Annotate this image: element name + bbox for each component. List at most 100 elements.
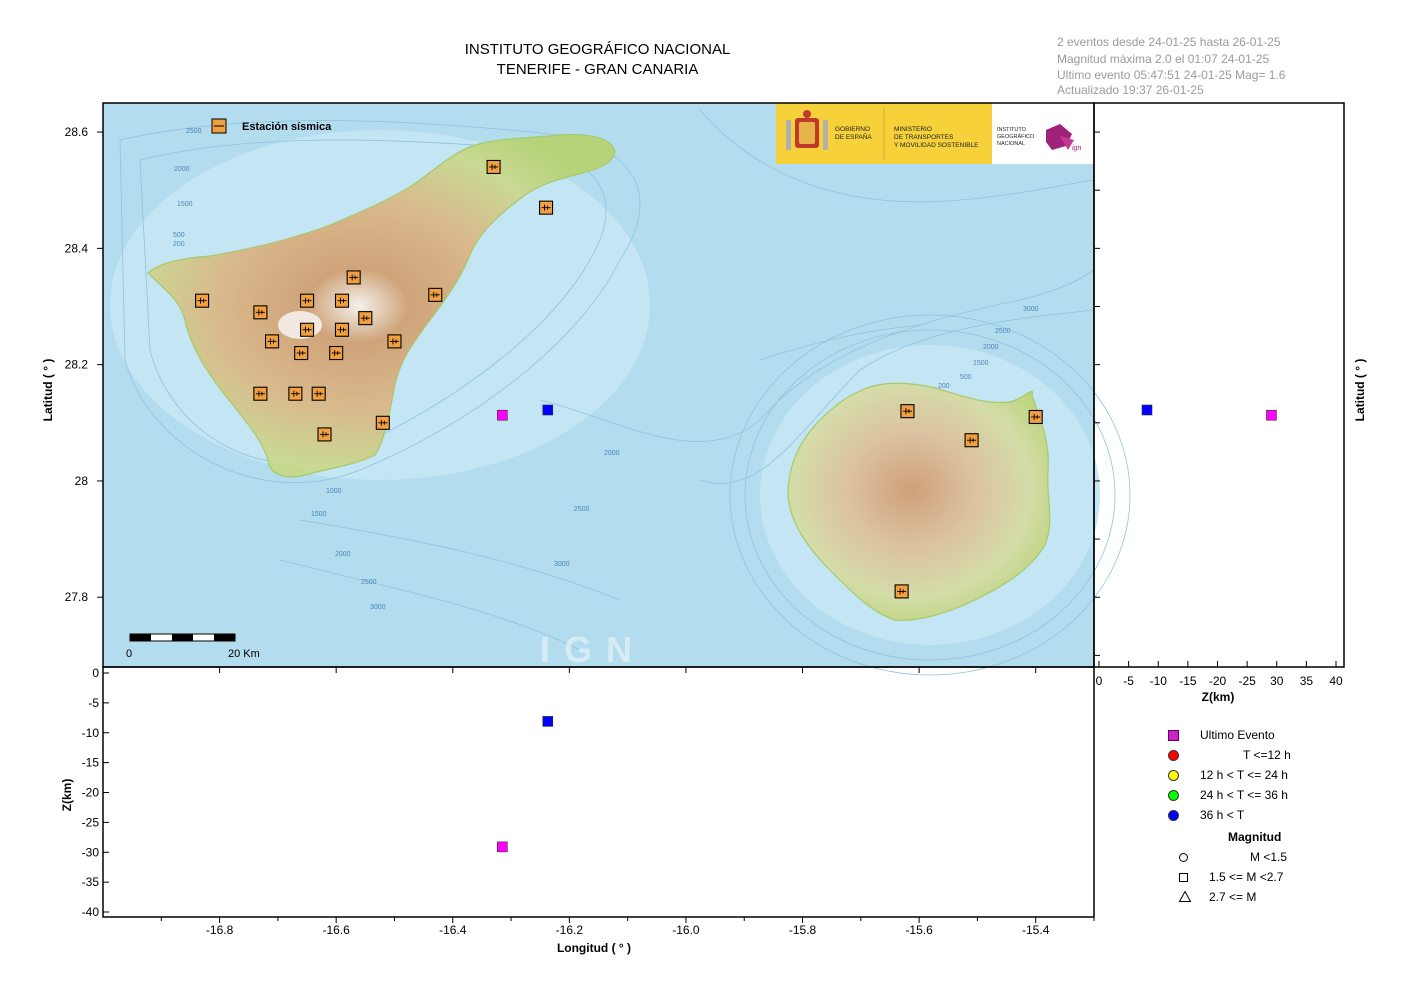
station-icon: [428, 287, 443, 302]
lat-tick-label: 28: [75, 474, 89, 488]
circle-icon: [1168, 770, 1179, 781]
magnitude-title: Magnitud: [1228, 830, 1282, 844]
svg-text:DE ESPAÑA: DE ESPAÑA: [835, 132, 872, 141]
lon-tick-label: -16.4: [439, 923, 467, 937]
svg-text:2500: 2500: [186, 128, 202, 135]
station-icon: [900, 404, 915, 419]
lat-tick-label: 28.2: [65, 358, 89, 372]
svg-text:1000: 1000: [326, 488, 342, 495]
lon-tick-label: -16.6: [322, 923, 350, 937]
station-icon: [265, 334, 280, 349]
triangle-outline-icon: [1178, 890, 1192, 902]
svg-text:500: 500: [960, 374, 972, 381]
event-marker-map: [542, 404, 554, 416]
events-layer: [497, 404, 1277, 853]
z-tick-label: -15: [82, 756, 100, 770]
station-icon: [299, 293, 315, 308]
station-icon: [375, 415, 390, 430]
z-tick-label: -25: [1238, 674, 1256, 688]
lon-tick-label: -15.8: [789, 923, 817, 937]
svg-text:MINISTERIO: MINISTERIO: [894, 126, 932, 133]
circle-icon: [1168, 750, 1179, 761]
station-icon: [311, 386, 326, 401]
page-title: INSTITUTO GEOGRÁFICO NACIONAL: [464, 41, 731, 58]
svg-text:ign: ign: [1072, 145, 1081, 152]
event-marker-depth-lon: [542, 716, 554, 727]
station-icon: [486, 159, 501, 175]
lon-tick-labels: -16.8 -16.6 -16.4 -16.2 -16.0 -15.8 -15.…: [206, 923, 1050, 937]
z-tick-label: -5: [1123, 674, 1134, 688]
svg-text:3000: 3000: [1023, 306, 1039, 313]
info-max-magnitude: Magnitud máxima 2.0 el 01:07 24-01-25: [1057, 52, 1270, 66]
station-icon: [299, 322, 315, 337]
axis-ticks: [97, 131, 1337, 923]
circle-outline-icon: [1179, 853, 1188, 862]
z-tick-label: -35: [82, 875, 100, 889]
lat-axis-label: Latitud ( ° ): [41, 359, 55, 422]
svg-text:INSTITUTO: INSTITUTO: [997, 127, 1027, 133]
station-icon: [334, 293, 350, 308]
scale-bar: 0 20 Km: [126, 633, 260, 660]
station-icon: [1028, 409, 1043, 425]
z-tick-label: 35: [1300, 674, 1314, 688]
ign-brand-icon: ign: [1046, 124, 1081, 152]
z-axis-label-right: Z(km): [1202, 690, 1235, 704]
event-marker-depth-lat: [1266, 409, 1277, 421]
svg-text:2000: 2000: [174, 166, 190, 173]
svg-text:0: 0: [126, 648, 132, 660]
station-icon: [288, 386, 303, 401]
svg-text:200: 200: [173, 241, 185, 248]
z-axis-label: Z(km): [60, 779, 74, 812]
station-icon: [894, 584, 909, 599]
square-outline-icon: [1179, 873, 1188, 882]
svg-text:NACIONAL: NACIONAL: [997, 141, 1025, 147]
station-icon: [329, 345, 344, 361]
z-tick-label: -10: [1150, 674, 1168, 688]
z-tick-label: -5: [88, 696, 99, 710]
gran-canaria-island: [787, 382, 1051, 621]
station-icon: [294, 345, 309, 361]
z-tick-label: -15: [1179, 674, 1197, 688]
svg-text:3000: 3000: [554, 561, 570, 568]
event-marker-depth-lon: [497, 841, 508, 853]
circle-icon: [1168, 810, 1179, 821]
z-tick-labels-left: 0 -5 -10 -15 -20 -25 -30 -35 -40: [82, 666, 100, 919]
svg-text:2000: 2000: [983, 344, 999, 351]
station-icon: [538, 200, 554, 215]
square-icon: [1168, 730, 1179, 741]
event-marker-map: [497, 409, 508, 421]
station-icon: [317, 427, 332, 442]
svg-text:GOBIERNO: GOBIERNO: [835, 126, 870, 133]
svg-text:2000: 2000: [604, 450, 620, 457]
lon-tick-label: -16.8: [206, 923, 234, 937]
z-tick-label: -20: [82, 786, 100, 800]
ign-watermark: IGN: [540, 629, 646, 670]
lon-tick-label: -15.4: [1022, 923, 1050, 937]
station-icon: [253, 386, 268, 401]
svg-text:2500: 2500: [995, 328, 1011, 335]
z-tick-label: 0: [92, 666, 99, 680]
station-icon: [964, 433, 979, 448]
svg-text:2500: 2500: [574, 506, 590, 513]
lon-tick-label: -15.6: [905, 923, 933, 937]
station-icon: [346, 270, 361, 285]
z-tick-label: -20: [1209, 674, 1227, 688]
svg-text:DE TRANSPORTES: DE TRANSPORTES: [894, 134, 954, 141]
station-icon: [195, 293, 210, 308]
page-subtitle: TENERIFE - GRAN CANARIA: [496, 61, 699, 78]
svg-text:1500: 1500: [973, 360, 989, 367]
depth-labels: 2500 2000 1500 500 200 2000 1000 1500 20…: [173, 128, 1039, 611]
info-updated: Actualizado 19:37 26-01-25: [1057, 83, 1204, 97]
station-icon: [334, 322, 350, 337]
lat-tick-label: 27.8: [65, 590, 89, 604]
z-tick-label: -25: [82, 815, 100, 829]
stations-layer: [195, 159, 1043, 599]
svg-text:GEOGRÁFICO: GEOGRÁFICO: [997, 133, 1035, 140]
svg-text:2500: 2500: [361, 579, 377, 586]
station-icon: [358, 311, 373, 326]
circle-icon: [1168, 790, 1179, 801]
info-last-event: Ultimo evento 05:47:51 24-01-25 Mag= 1.6: [1057, 68, 1286, 82]
z-tick-label: 30: [1270, 674, 1284, 688]
logo-text: GOBIERNO DE ESPAÑA MINISTERIO DE TRANSPO…: [835, 126, 1035, 149]
